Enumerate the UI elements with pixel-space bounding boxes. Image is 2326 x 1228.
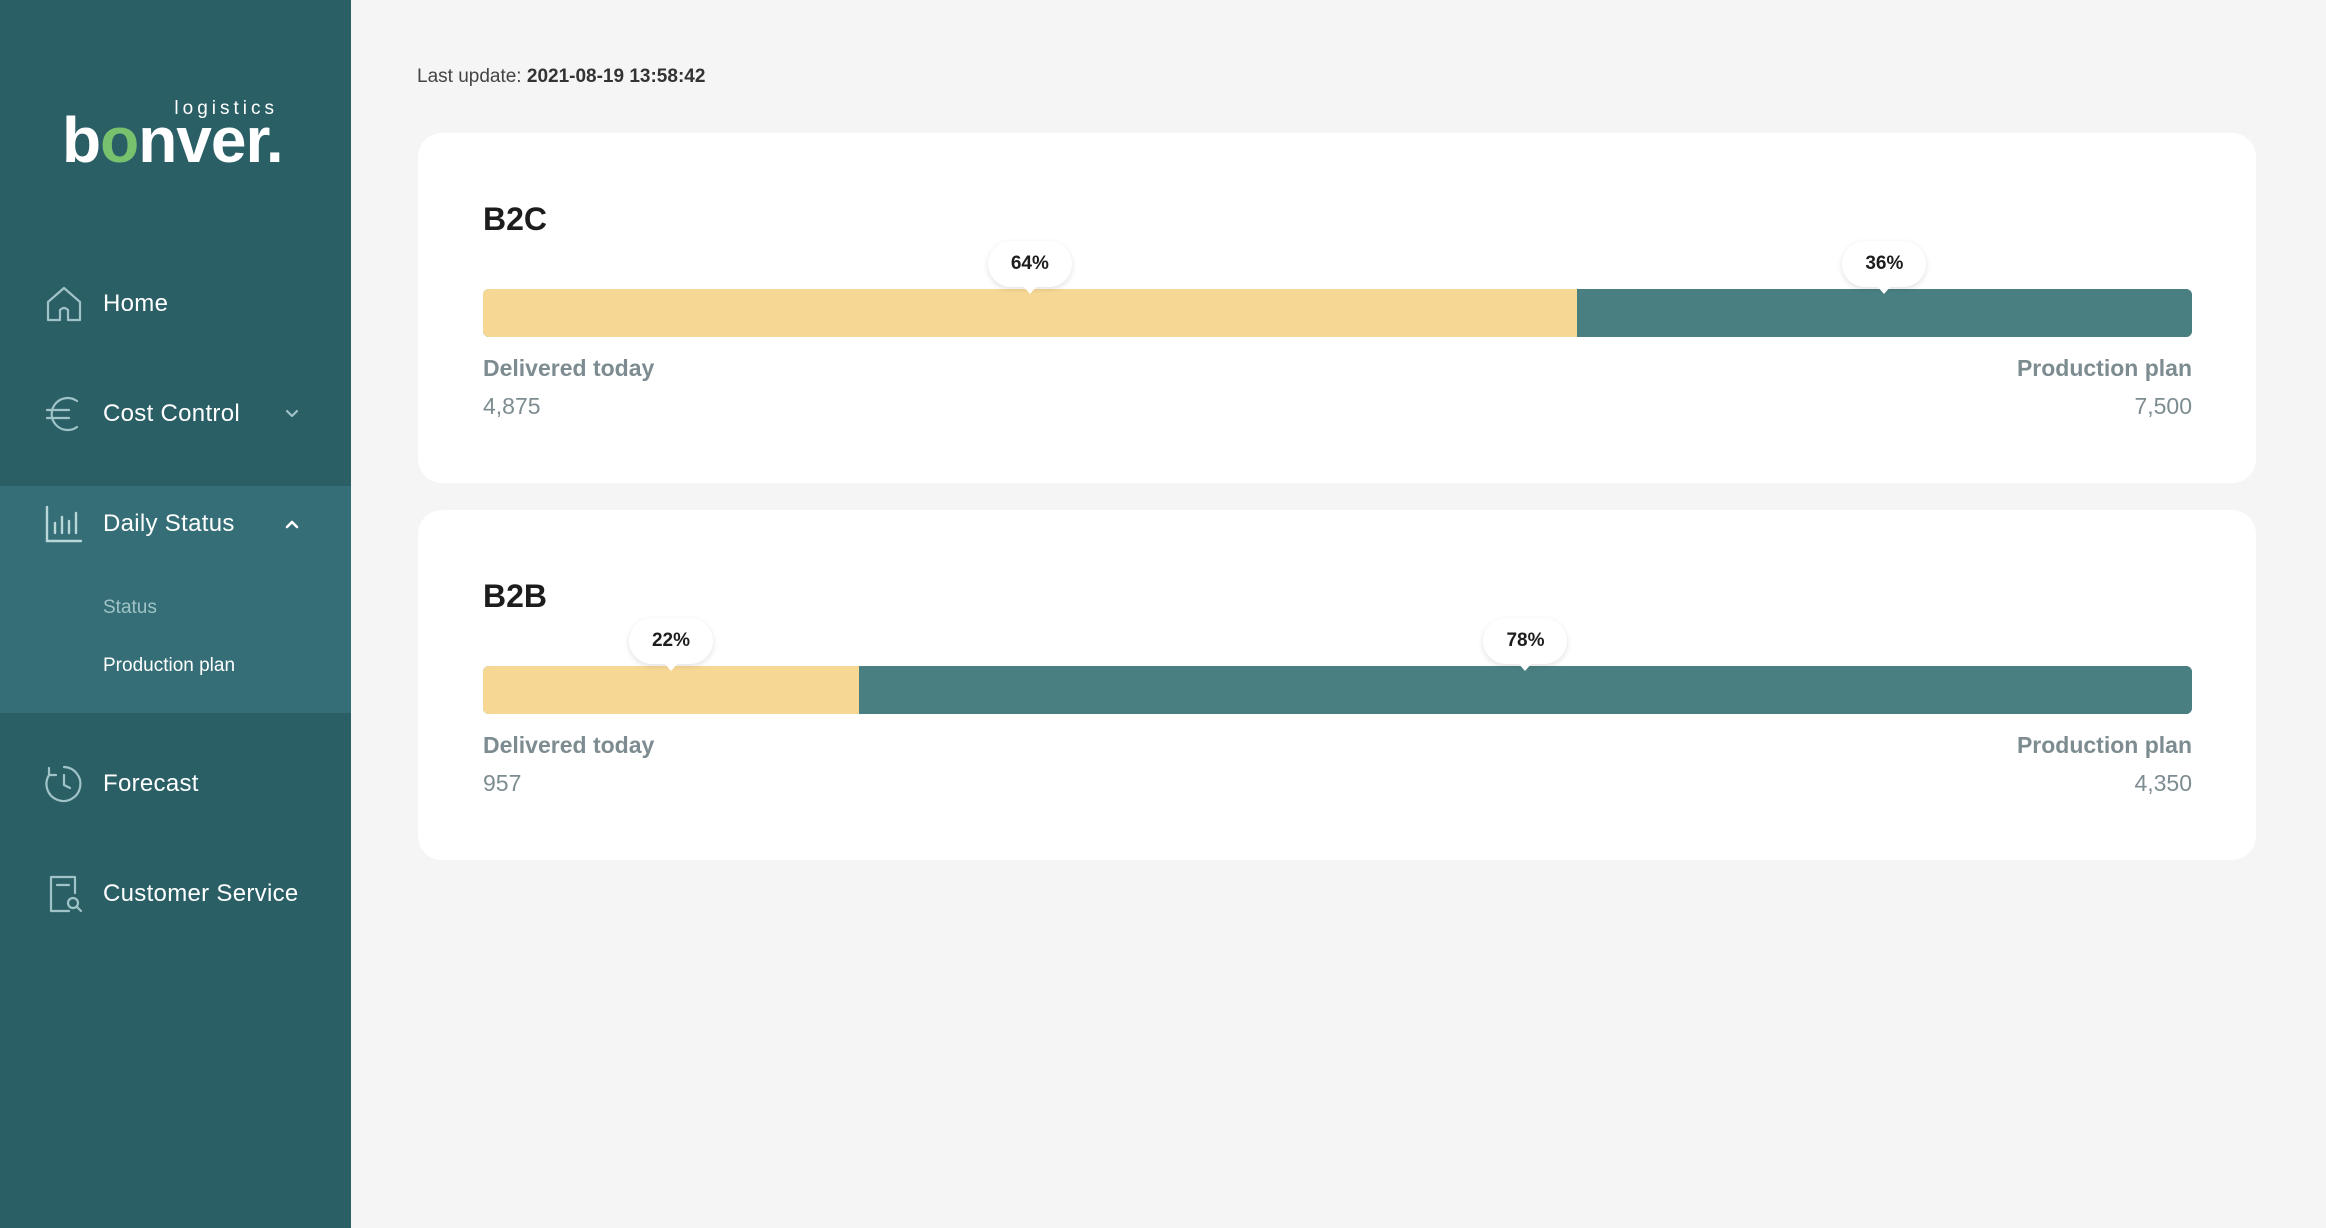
chevron-up-icon[interactable] [280, 512, 304, 536]
sidebar-item-forecast[interactable]: Forecast [0, 748, 351, 820]
remaining-segment [858, 666, 2192, 714]
plan-value: 7,500 [2134, 393, 2192, 419]
home-icon [42, 282, 86, 326]
logo-wordmark: bonver. [62, 104, 284, 176]
progress-bar [483, 666, 2192, 714]
remaining-percent-badge: 36% [1842, 241, 1927, 294]
document-search-icon [42, 872, 86, 916]
delivered-value: 957 [483, 770, 522, 796]
last-update-value: 2021-08-19 13:58:42 [526, 66, 706, 87]
b2c-card: B2C 64% 36% Delivered today 4,875 Produc… [418, 133, 2256, 483]
clock-icon [42, 762, 86, 806]
logo-tagline: logistics [174, 98, 278, 119]
bar-chart-icon [42, 502, 86, 546]
delivered-segment [483, 289, 1577, 337]
last-update: Last update: 2021-08-19 13:58:42 [417, 66, 705, 88]
sidebar-item-label: Forecast [103, 770, 199, 797]
b2b-card: B2B 22% 78% Delivered today 957 Producti… [418, 510, 2256, 860]
delivered-label: Delivered today [483, 355, 655, 381]
remaining-percent-badge: 78% [1483, 618, 1568, 671]
delivered-percent-badge: 22% [628, 618, 713, 671]
sidebar-item-label: Home [103, 290, 169, 317]
delivered-percent-badge: 64% [987, 241, 1072, 294]
sidebar-subitem-production-plan[interactable]: Production plan [103, 655, 236, 676]
delivered-value: 4,875 [483, 393, 541, 419]
plan-value: 4,350 [2134, 770, 2192, 796]
sidebar-item-label: Daily Status [103, 510, 235, 537]
sidebar-item-customer-service[interactable]: Customer Service [0, 858, 351, 930]
progress-bar [483, 289, 2192, 337]
remaining-segment [1576, 289, 2192, 337]
chevron-down-icon[interactable] [280, 402, 304, 426]
card-title: B2C [483, 201, 548, 237]
delivered-label: Delivered today [483, 732, 655, 758]
sidebar-item-home[interactable]: Home [0, 268, 351, 340]
sidebar-subitem-status[interactable]: Status [103, 597, 157, 618]
bonver-logo[interactable]: logistics bonver. [62, 98, 284, 172]
sidebar-item-daily-status[interactable]: Daily Status [0, 488, 351, 560]
euro-icon [42, 392, 86, 436]
last-update-label: Last update: [417, 66, 522, 87]
sidebar-item-label: Customer Service [103, 880, 299, 907]
plan-label: Production plan [2016, 355, 2192, 381]
sidebar: logistics bonver. Home Cost Control [0, 0, 351, 1228]
sidebar-item-label: Cost Control [103, 400, 240, 427]
delivered-segment [483, 666, 859, 714]
plan-label: Production plan [2016, 732, 2192, 758]
card-title: B2B [483, 578, 548, 614]
sidebar-item-cost-control[interactable]: Cost Control [0, 378, 351, 450]
